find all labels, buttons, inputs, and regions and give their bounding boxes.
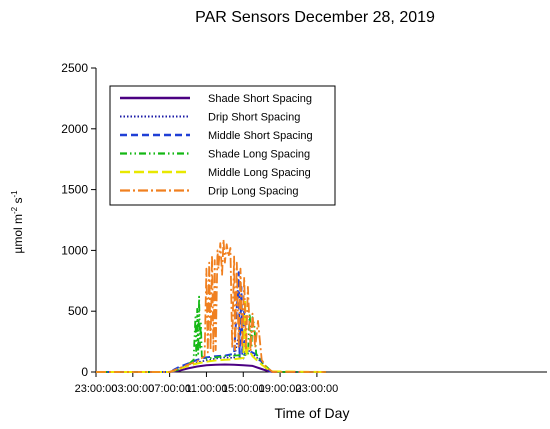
legend-label: Middle Short Spacing — [208, 130, 313, 142]
y-tick-label: 1000 — [61, 243, 88, 257]
y-tick-label: 1500 — [61, 183, 88, 197]
x-tick-label: 11:00:00 — [185, 383, 227, 395]
x-axis-label: Time of Day — [275, 405, 350, 421]
x-tick-label: 03:00:00 — [111, 383, 154, 395]
y-tick-label: 500 — [68, 304, 88, 318]
legend-box — [109, 85, 336, 206]
x-tick-label: 19:00:00 — [259, 383, 302, 395]
legend-label: Shade Short Spacing — [208, 93, 312, 105]
legend-label: Drip Long Spacing — [208, 186, 299, 198]
legend-label: Middle Long Spacing — [208, 167, 311, 179]
x-tick-label: 23:00:00 — [75, 383, 118, 395]
x-tick-label: 07:00:00 — [148, 383, 191, 395]
legend-label: Shade Long Spacing — [208, 149, 310, 161]
series-line-middle-long-spacing — [96, 298, 327, 373]
series-line-shade-long-spacing — [96, 295, 327, 373]
x-tick-label: 15:00:00 — [222, 383, 265, 395]
y-tick-label: 2500 — [61, 61, 88, 75]
series-line-middle-short-spacing — [96, 271, 327, 373]
series-line-drip-long-spacing — [96, 238, 327, 373]
x-tick-label: 23:00:00 — [295, 383, 338, 395]
series-line-shade-short-spacing — [96, 363, 327, 373]
y-tick-label: 0 — [81, 365, 88, 379]
chart-title: PAR Sensors December 28, 2019 — [195, 9, 435, 26]
plot-area: 0500100015002000250023:00:0003:00:0007:0… — [61, 61, 547, 395]
legend-label: Drip Short Spacing — [208, 112, 300, 124]
y-axis-label: µmol m-2 s-1 — [10, 190, 25, 254]
y-tick-label: 2000 — [61, 122, 88, 136]
